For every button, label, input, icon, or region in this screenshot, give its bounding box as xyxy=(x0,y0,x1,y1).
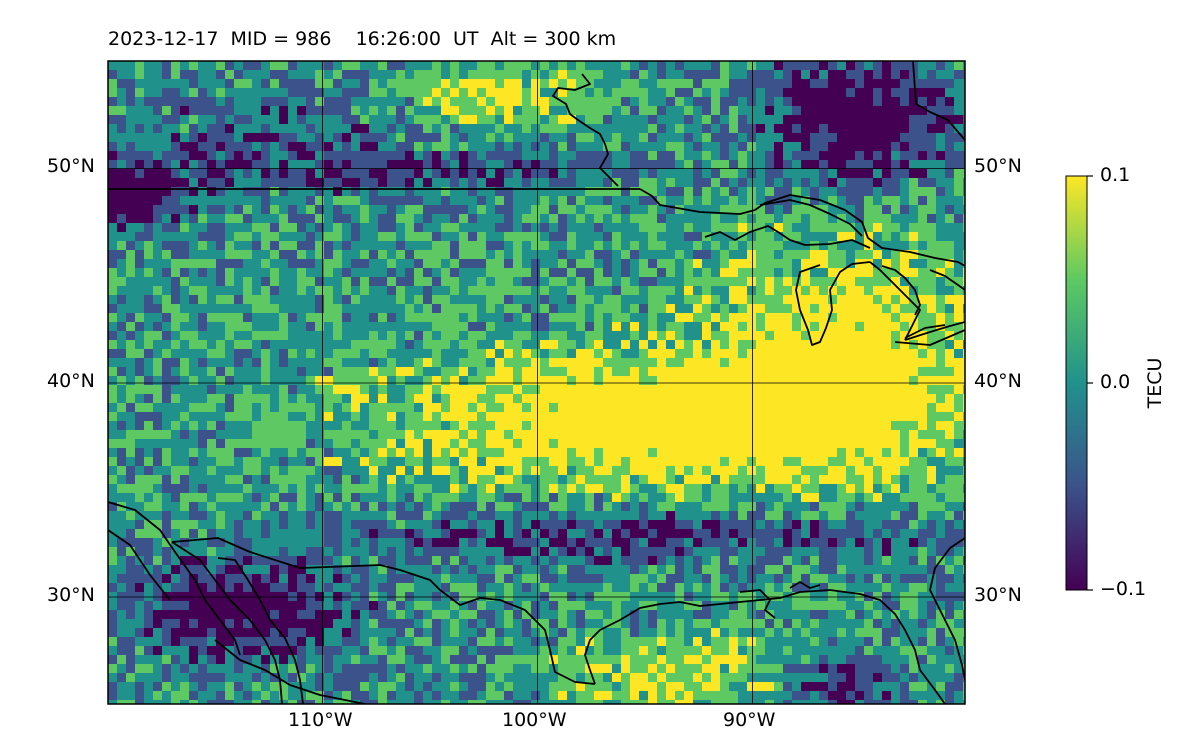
colorbar xyxy=(1065,175,1088,591)
title-mid: MID = 986 xyxy=(230,28,332,50)
title-date: 2023-12-17 xyxy=(108,28,219,50)
lat-label-left-30: 30°N xyxy=(47,584,95,606)
colorbar-axis-label: TECU xyxy=(1144,357,1166,409)
map-frame xyxy=(107,60,966,705)
gulf-coast xyxy=(584,589,946,704)
florida-coast xyxy=(929,537,965,681)
lake-superior xyxy=(639,188,965,267)
lake-huron xyxy=(869,261,921,341)
gulf-of-california xyxy=(171,541,304,704)
mississippi-delta xyxy=(739,581,821,619)
tec-pixels xyxy=(108,61,965,704)
title-alt: Alt = 300 km xyxy=(490,28,617,50)
lon-label-100: 100°W xyxy=(502,709,567,731)
map-title: 2023-12-17 MID = 986 16:26:00 UT Alt = 3… xyxy=(108,28,616,50)
lat-label-right-30: 30°N xyxy=(974,584,1022,606)
lake-superior-south xyxy=(704,225,871,249)
colorbar-label-max: 0.1 xyxy=(1100,164,1131,186)
lat-label-right-50: 50°N xyxy=(974,155,1022,177)
lake-erie-ontario xyxy=(894,321,965,346)
michigan-thumb xyxy=(881,265,921,316)
lake-superior-north xyxy=(759,199,863,237)
lon-label-90: 90°W xyxy=(723,709,776,731)
lake-ontario xyxy=(929,269,965,291)
mexico-west-coast xyxy=(214,639,366,704)
colorbar-label-min: −0.1 xyxy=(1100,578,1147,600)
tec-heatmap xyxy=(108,61,965,704)
title-time: 16:26:00 UT xyxy=(355,28,479,50)
lon-label-110: 110°W xyxy=(288,709,353,731)
hudson-bay-coast xyxy=(552,73,619,187)
gridlines xyxy=(108,61,965,704)
james-bay-east xyxy=(912,61,965,141)
lat-label-right-40: 40°N xyxy=(974,370,1022,392)
colorbar-label-zero: 0.0 xyxy=(1100,371,1131,393)
us-mexico-border xyxy=(171,537,596,685)
coastlines xyxy=(108,61,965,704)
baja-california xyxy=(108,501,241,656)
lat-label-left-50: 50°N xyxy=(47,155,95,177)
lake-michigan xyxy=(795,261,871,346)
lat-label-left-40: 40°N xyxy=(47,370,95,392)
